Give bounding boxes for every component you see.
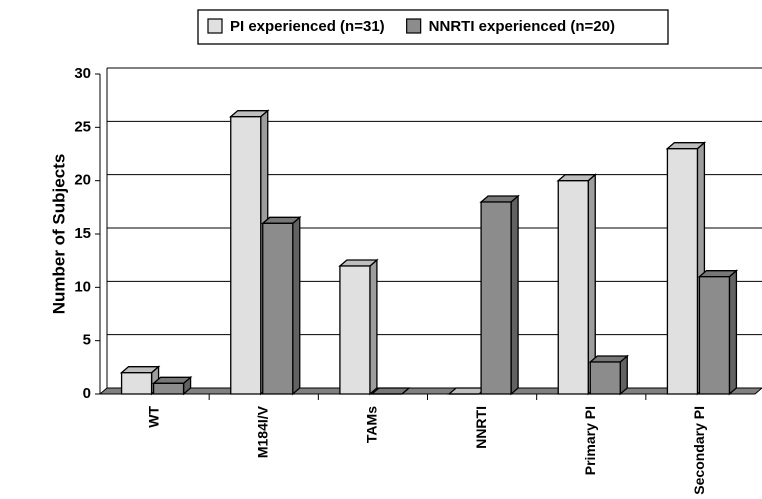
bar-face [557,180,589,395]
bar [588,354,630,396]
x-tick-label: Primary PI [582,406,598,475]
bar [697,269,739,396]
bar-face [120,372,153,395]
bar-face [588,355,630,363]
bar [338,258,379,396]
y-tick-label: 5 [83,332,91,349]
bar-face [292,215,301,396]
legend-box [197,9,669,45]
bar-face [260,216,302,224]
bar [479,194,520,396]
bar-face [697,270,739,278]
legend-swatch [207,18,223,34]
y-tick-label: 30 [74,65,91,82]
legend-label: NNRTI experienced (n=20) [429,18,615,35]
bar-face [589,361,621,395]
bar-face [262,222,294,395]
bar [260,215,302,396]
bar-face [338,259,379,267]
bar-face [339,265,371,395]
bar-face [728,269,738,396]
y-tick-label: 25 [74,118,91,135]
x-tick-label: TAMs [364,406,380,443]
bar [370,387,411,395]
bar-face [152,382,185,395]
bar-face [698,276,731,395]
bar-face [665,142,707,150]
bar-face [510,194,519,396]
bar-face [666,148,699,395]
x-tick-label: NNRTI [473,406,489,449]
bar-face [479,195,520,203]
legend-swatch [406,18,422,34]
bar-face [119,366,161,374]
bar-face [556,174,598,182]
bar-face [230,116,262,395]
bar [151,375,193,396]
x-tick-label: M184I/V [254,405,270,458]
legend-label: PI experienced (n=31) [230,18,385,35]
floor [98,387,762,395]
bar-face [370,387,411,395]
bar-face [369,258,378,396]
x-tick-label: Secondary PI [691,406,707,495]
x-tick-label: WT [145,406,161,428]
y-tick-label: 20 [74,172,91,189]
y-axis-title: Number of Subjects [49,154,68,315]
y-tick-label: 0 [83,385,91,402]
bar-face [228,110,270,118]
bar-face [151,376,193,384]
bar-face [480,201,512,395]
y-tick-label: 10 [74,278,91,295]
y-tick-label: 15 [74,225,91,242]
bar [556,173,598,396]
